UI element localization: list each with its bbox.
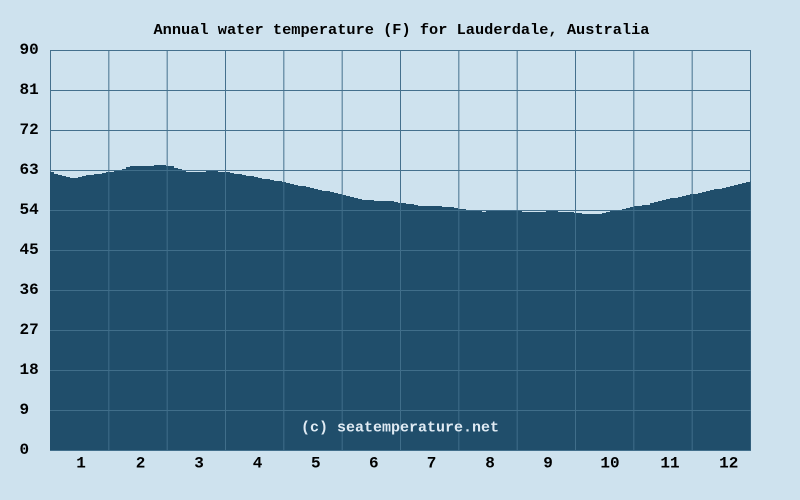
svg-text:90: 90 <box>20 41 39 59</box>
svg-text:54: 54 <box>20 201 40 219</box>
svg-text:(c) seatemperature.net: (c) seatemperature.net <box>301 420 499 437</box>
svg-text:45: 45 <box>20 241 39 259</box>
svg-text:8: 8 <box>485 455 495 473</box>
svg-text:Annual water temperature (F) f: Annual water temperature (F) for Lauderd… <box>154 22 650 39</box>
svg-text:7: 7 <box>427 455 437 473</box>
svg-text:12: 12 <box>719 455 738 473</box>
svg-text:0: 0 <box>20 441 30 459</box>
svg-text:72: 72 <box>20 121 39 139</box>
svg-text:18: 18 <box>20 361 39 379</box>
svg-text:10: 10 <box>600 455 619 473</box>
svg-text:3: 3 <box>194 455 204 473</box>
svg-text:5: 5 <box>311 455 321 473</box>
svg-text:27: 27 <box>20 321 39 339</box>
svg-text:4: 4 <box>253 455 263 473</box>
svg-text:81: 81 <box>20 81 39 99</box>
svg-text:36: 36 <box>20 281 39 299</box>
svg-text:1: 1 <box>76 455 86 473</box>
svg-text:63: 63 <box>20 161 39 179</box>
svg-text:9: 9 <box>20 401 30 419</box>
svg-text:11: 11 <box>660 455 679 473</box>
svg-text:2: 2 <box>136 455 146 473</box>
svg-text:9: 9 <box>543 455 553 473</box>
svg-text:6: 6 <box>369 455 379 473</box>
